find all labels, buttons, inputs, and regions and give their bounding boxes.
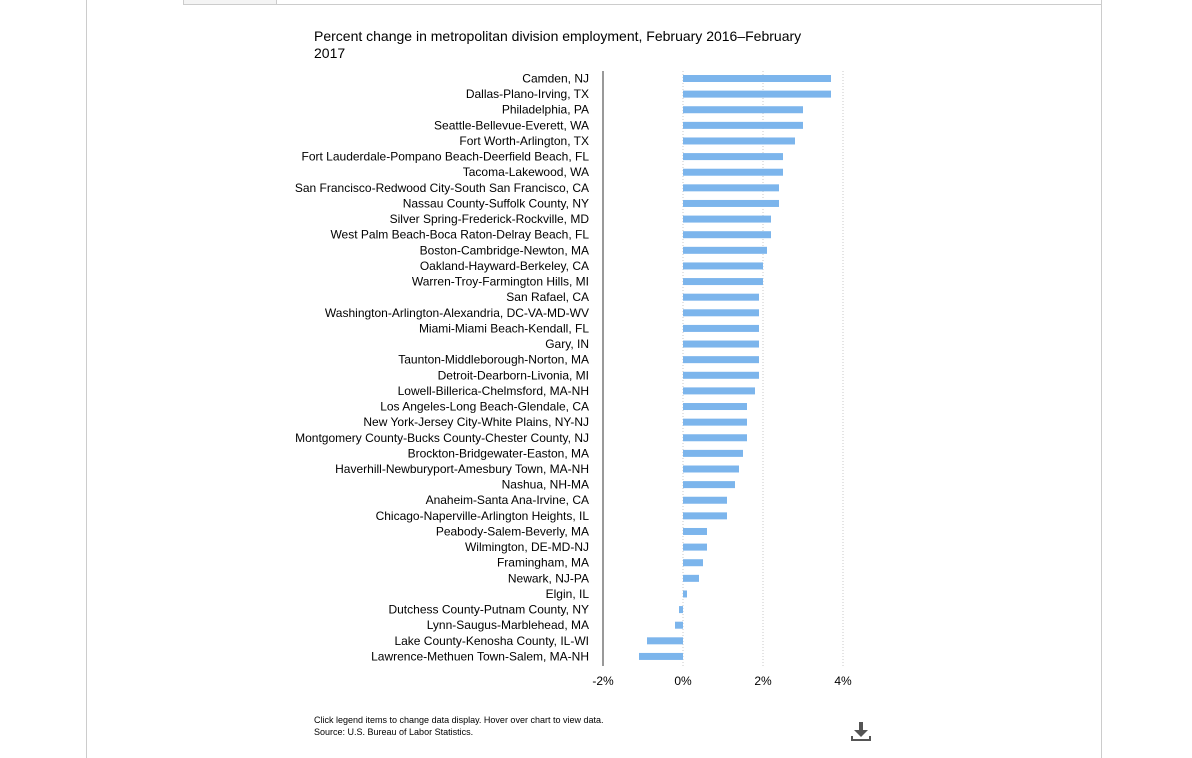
category-label: Tacoma-Lakewood, WA	[463, 165, 589, 179]
category-label: Lawrence-Methuen Town-Salem, MA-NH	[371, 649, 589, 663]
bar[interactable]	[683, 324, 759, 332]
panel-divider	[183, 4, 1101, 5]
category-label: Washington-Arlington-Alexandria, DC-VA-M…	[325, 306, 589, 320]
bar[interactable]	[683, 481, 735, 489]
bar[interactable]	[683, 231, 771, 239]
bars[interactable]	[639, 75, 831, 660]
bar[interactable]	[639, 652, 683, 660]
category-label: Philadelphia, PA	[502, 103, 589, 117]
category-label: Brockton-Bridgewater-Easton, MA	[408, 446, 589, 460]
grid-lines	[682, 71, 844, 666]
bar[interactable]	[683, 512, 727, 520]
bar[interactable]	[683, 356, 759, 364]
category-label: Wilmington, DE-MD-NJ	[465, 540, 589, 554]
category-label: Fort Lauderdale-Pompano Beach-Deerfield …	[302, 150, 590, 164]
category-label: Lowell-Billerica-Chelmsford, MA-NH	[398, 384, 589, 398]
category-label: Nashua, NH-MA	[502, 478, 589, 492]
category-label: Camden, NJ	[522, 72, 589, 86]
category-label: Peabody-Salem-Beverly, MA	[436, 524, 589, 538]
bar[interactable]	[683, 246, 767, 254]
category-label: Lynn-Saugus-Marblehead, MA	[427, 618, 589, 632]
x-axis-tick-labels: -2% 0% 2% 4%	[592, 674, 852, 688]
x-tick-label: 2%	[754, 674, 772, 688]
bar[interactable]	[683, 75, 831, 82]
category-label: Montgomery County-Bucks County-Chester C…	[295, 431, 589, 445]
category-label: Miami-Miami Beach-Kendall, FL	[419, 321, 589, 335]
category-label: Lake County-Kenosha County, IL-WI	[394, 634, 589, 648]
bar[interactable]	[683, 90, 831, 98]
bar[interactable]	[683, 590, 687, 598]
bar[interactable]	[683, 262, 763, 270]
bar[interactable]	[679, 606, 683, 614]
category-label: Newark, NJ-PA	[508, 571, 589, 585]
bar[interactable]	[683, 371, 759, 379]
category-label: Taunton-Middleborough-Norton, MA	[398, 353, 589, 367]
bar[interactable]	[675, 621, 683, 629]
bar[interactable]	[683, 293, 759, 301]
bar[interactable]	[683, 106, 803, 114]
bar[interactable]	[683, 215, 771, 223]
bar[interactable]	[683, 449, 743, 457]
category-label: Elgin, IL	[546, 587, 590, 601]
bar[interactable]	[647, 637, 683, 645]
page-frame	[86, 0, 1102, 758]
x-tick-label: -2%	[592, 674, 614, 688]
bar[interactable]	[683, 309, 759, 317]
download-button[interactable]	[849, 719, 873, 743]
category-label: Seattle-Bellevue-Everett, WA	[434, 118, 589, 132]
category-label: San Rafael, CA	[506, 290, 589, 304]
x-tick-label: 4%	[834, 674, 852, 688]
category-label: Detroit-Dearborn-Livonia, MI	[438, 368, 589, 382]
category-label: Gary, IN	[545, 337, 589, 351]
category-label: Boston-Cambridge-Newton, MA	[420, 243, 589, 257]
bar[interactable]	[683, 403, 747, 411]
bar[interactable]	[683, 543, 707, 551]
category-label: Chicago-Naperville-Arlington Heights, IL	[376, 509, 590, 523]
category-label: West Palm Beach-Boca Raton-Delray Beach,…	[330, 228, 589, 242]
category-label: Anaheim-Santa Ana-Irvine, CA	[426, 493, 589, 507]
category-label: Los Angeles-Long Beach-Glendale, CA	[380, 400, 589, 414]
bar[interactable]	[683, 574, 699, 582]
category-label: Oakland-Hayward-Berkeley, CA	[420, 259, 589, 273]
bar[interactable]	[683, 278, 763, 286]
bar[interactable]	[683, 496, 727, 504]
bar[interactable]	[683, 527, 707, 535]
bar[interactable]	[683, 137, 795, 145]
category-label: Framingham, MA	[497, 556, 589, 570]
download-icon	[851, 722, 871, 741]
category-label: Silver Spring-Frederick-Rockville, MD	[390, 212, 590, 226]
category-label: Warren-Troy-Farmington Hills, MI	[412, 275, 589, 289]
bar[interactable]	[683, 199, 779, 207]
footer-note: Click legend items to change data displa…	[314, 714, 603, 738]
chart-source: Source: U.S. Bureau of Labor Statistics.	[314, 727, 474, 737]
bar[interactable]	[683, 434, 747, 442]
bar[interactable]	[683, 387, 755, 395]
category-label: Dutchess County-Putnam County, NY	[388, 603, 589, 617]
category-label: Haverhill-Newburyport-Amesbury Town, MA-…	[335, 462, 589, 476]
x-tick-label: 0%	[674, 674, 692, 688]
category-label: New York-Jersey City-White Plains, NY-NJ	[363, 415, 589, 429]
bar[interactable]	[683, 121, 803, 129]
chart-instructions: Click legend items to change data displa…	[314, 715, 604, 725]
bar[interactable]	[683, 340, 759, 348]
bar[interactable]	[683, 418, 747, 426]
bar[interactable]	[683, 559, 703, 567]
bar[interactable]	[683, 184, 779, 192]
bar[interactable]	[683, 168, 783, 176]
chart-title: Percent change in metropolitan division …	[314, 28, 802, 61]
category-label: San Francisco-Redwood City-South San Fra…	[295, 181, 589, 195]
category-label: Nassau County-Suffolk County, NY	[403, 196, 589, 210]
bar[interactable]	[683, 153, 783, 161]
category-label: Fort Worth-Arlington, TX	[459, 134, 589, 148]
category-label: Dallas-Plano-Irving, TX	[466, 87, 589, 101]
bar[interactable]	[683, 465, 739, 473]
